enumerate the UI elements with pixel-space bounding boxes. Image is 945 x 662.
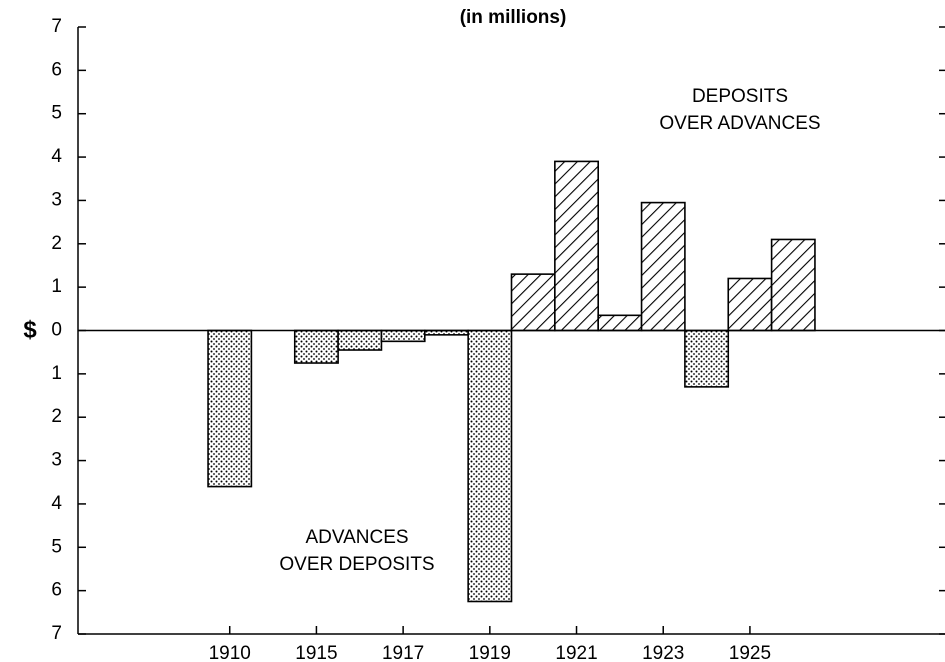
y-tick-label: 4 xyxy=(51,146,62,167)
bar xyxy=(207,329,253,488)
bar xyxy=(467,329,513,603)
y-axis-label: $ xyxy=(23,316,37,343)
annotation: DEPOSITS xyxy=(692,86,788,107)
y-tick-label: 3 xyxy=(51,450,62,471)
x-tick-label: 1923 xyxy=(642,643,684,662)
y-tick-label: 2 xyxy=(51,233,62,254)
bar xyxy=(684,329,730,388)
x-tick-label: 1917 xyxy=(382,643,424,662)
y-tick-label: 4 xyxy=(51,493,62,514)
x-tick-label: 1921 xyxy=(555,643,597,662)
y-tick-label: 5 xyxy=(51,536,62,557)
bar xyxy=(597,314,643,332)
y-tick-label: 7 xyxy=(51,623,62,644)
bar xyxy=(510,273,556,332)
y-tick-label: 5 xyxy=(51,103,62,124)
annotation: OVER DEPOSITS xyxy=(279,554,434,575)
y-tick-label: 3 xyxy=(51,189,62,210)
x-tick-label: 1915 xyxy=(295,643,337,662)
x-tick-label: 1919 xyxy=(469,643,511,662)
y-tick-label: 1 xyxy=(51,276,62,297)
bar xyxy=(554,160,599,332)
x-tick-label: 1910 xyxy=(209,643,251,662)
y-tick-label: 6 xyxy=(51,580,62,601)
bar xyxy=(380,329,426,343)
y-tick-label: 7 xyxy=(51,16,62,37)
y-tick-label: 2 xyxy=(51,406,62,427)
bar xyxy=(293,329,339,364)
y-tick-label: 1 xyxy=(51,363,62,384)
chart-title: (in millions) xyxy=(460,7,567,28)
bar xyxy=(727,277,773,332)
bar xyxy=(337,329,383,351)
y-tick-label: 0 xyxy=(51,320,62,341)
bar xyxy=(770,238,816,332)
x-tick-label: 1925 xyxy=(729,643,771,662)
y-tick-label: 6 xyxy=(51,59,62,80)
annotation: ADVANCES xyxy=(305,527,408,548)
annotation: OVER ADVANCES xyxy=(659,113,820,134)
bar xyxy=(640,201,686,332)
